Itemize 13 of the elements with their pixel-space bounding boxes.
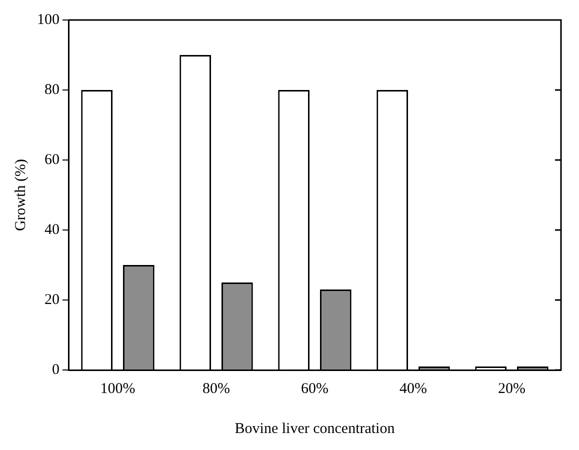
x-tick-label: 100% <box>100 380 136 397</box>
x-axis-title: Bovine liver concentration <box>234 420 396 437</box>
y-tick-label: 0 <box>52 362 60 378</box>
y-tick-label: 80 <box>44 82 60 98</box>
y-tick-label: 40 <box>44 222 60 238</box>
y-tick-label: 100 <box>37 12 60 28</box>
x-tick-label: 80% <box>202 380 230 397</box>
x-tick-label: 20% <box>498 380 526 397</box>
y-axis-title: Growth (%) <box>12 158 29 232</box>
y-tick-label: 60 <box>44 152 60 168</box>
y-tick-label: 20 <box>44 292 60 308</box>
x-tick-label: 60% <box>301 380 328 397</box>
x-tick-label: 40% <box>400 380 427 397</box>
